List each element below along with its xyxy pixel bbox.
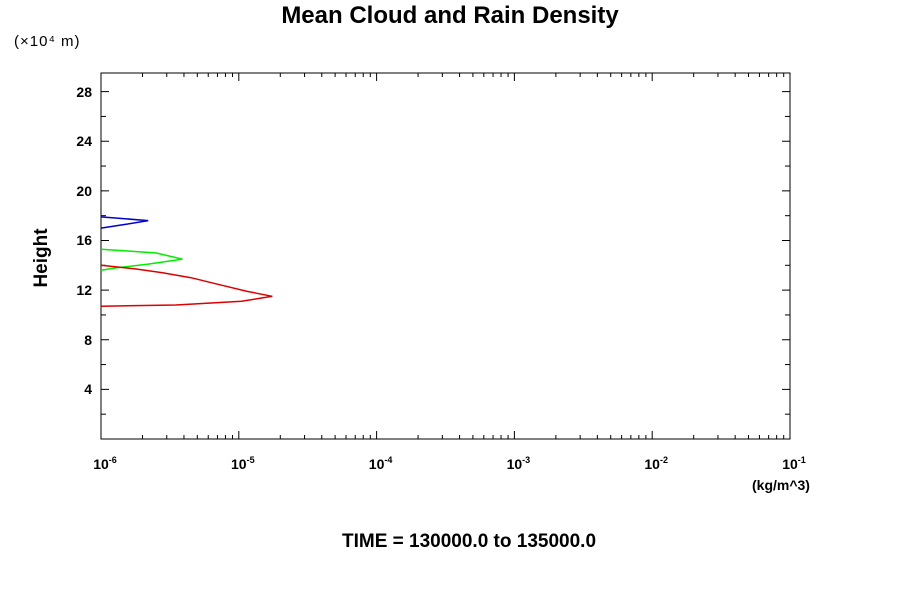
series-line-3: [100, 264, 273, 307]
x-tick-label: 10-3: [506, 455, 531, 472]
y-tick-label: 20: [76, 182, 92, 199]
time-range-label: TIME = 130000.0 to 135000.0: [341, 531, 597, 552]
y-scale-note: (×10⁴ m): [14, 33, 81, 50]
y-tick-label: 12: [76, 282, 92, 299]
x-tick-label: 10-6: [93, 455, 117, 472]
y-tick-label: 24: [76, 133, 92, 150]
x-tick-label: 10-2: [644, 455, 668, 472]
x-tick-label: 10-1: [782, 455, 806, 472]
x-axis-unit: (kg/m^3): [752, 477, 810, 493]
y-tick-label: 8: [84, 331, 92, 348]
series-line-2: [100, 248, 183, 272]
chart-title: Mean Cloud and Rain Density: [281, 2, 619, 29]
series-line-1: [100, 216, 149, 229]
y-tick-label: 16: [76, 232, 92, 249]
x-tick-label: 10-5: [231, 455, 255, 472]
y-tick-label: 4: [84, 381, 92, 398]
x-tick-label: 10-4: [368, 455, 393, 472]
plot-frame: [100, 72, 791, 440]
y-tick-label: 28: [76, 83, 92, 100]
